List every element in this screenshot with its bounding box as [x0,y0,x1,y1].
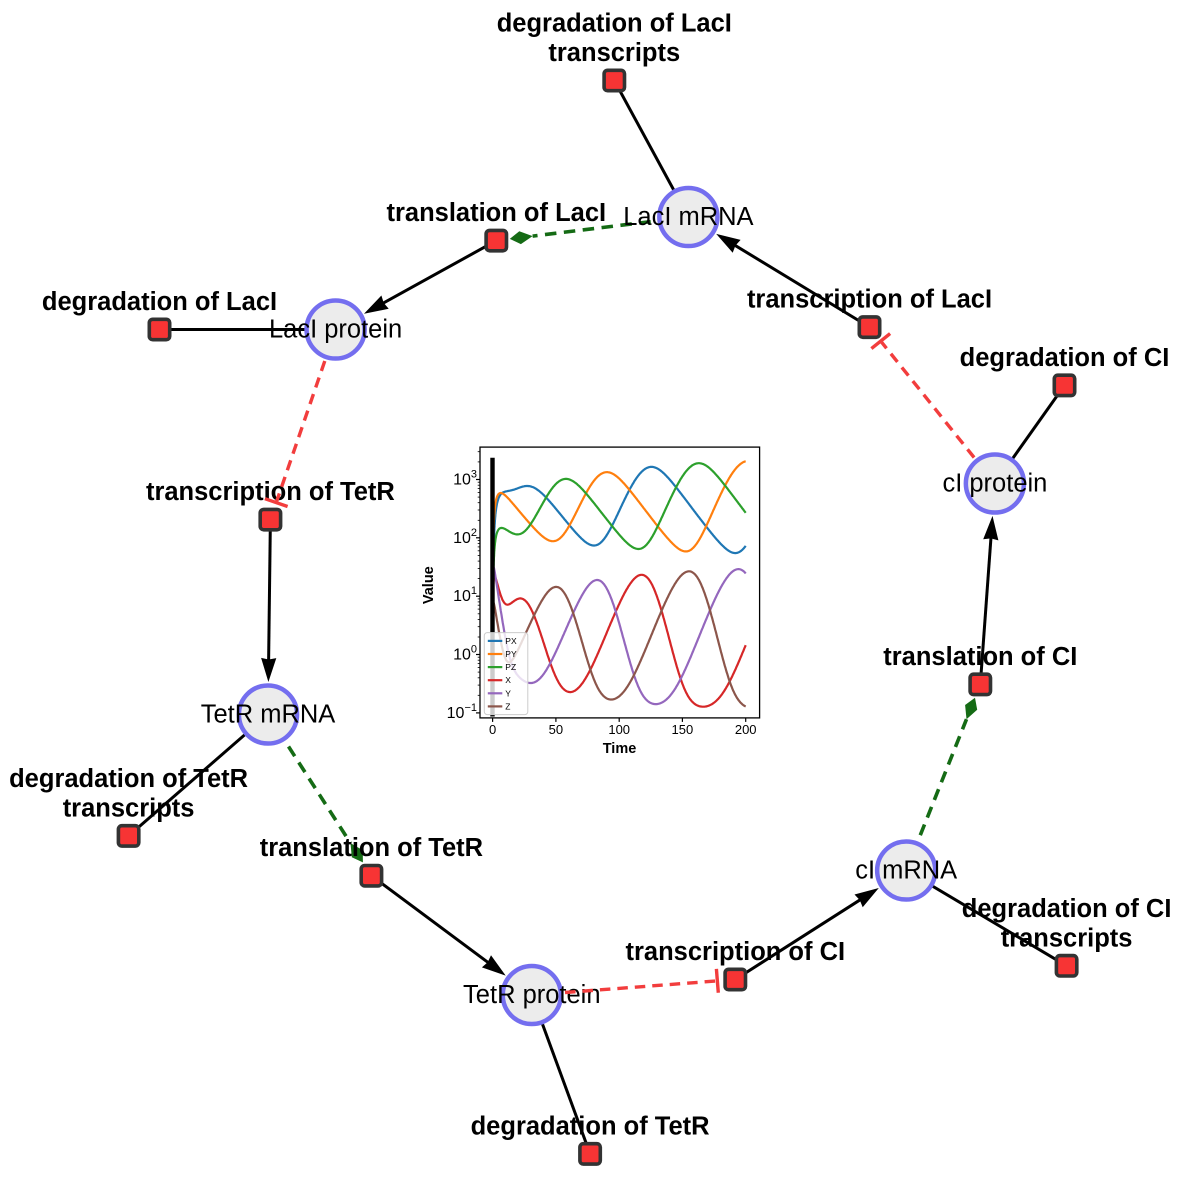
svg-text:PZ: PZ [505,662,516,672]
svg-text:degradation of CI: degradation of CI [960,344,1170,372]
svg-text:degradation of LacI: degradation of LacI [497,10,732,38]
svg-text:Value: Value [421,566,437,604]
svg-text:PY: PY [505,649,517,659]
svg-text:LacI protein: LacI protein [269,316,402,344]
svg-text:Time: Time [603,741,637,757]
svg-text:translation of CI: translation of CI [883,643,1077,671]
svg-text:Z: Z [505,701,510,711]
svg-text:transcripts: transcripts [548,39,680,67]
svg-text:PX: PX [505,636,517,646]
svg-text:LacI mRNA: LacI mRNA [623,203,753,231]
svg-text:50: 50 [549,722,563,737]
svg-text:X: X [505,675,511,685]
svg-text:degradation of CI: degradation of CI [962,895,1172,923]
svg-text:translation of TetR: translation of TetR [260,834,483,862]
svg-text:cI protein: cI protein [942,470,1047,498]
svg-text:TetR protein: TetR protein [463,981,601,1009]
svg-text:0: 0 [489,722,496,737]
svg-text:150: 150 [672,722,694,737]
svg-text:cI mRNA: cI mRNA [855,857,957,885]
svg-text:Y: Y [505,688,511,698]
svg-text:100: 100 [608,722,630,737]
svg-text:transcripts: transcripts [63,794,195,822]
svg-text:degradation of LacI: degradation of LacI [42,288,277,316]
svg-text:TetR mRNA: TetR mRNA [201,701,336,729]
svg-text:transcription of CI: transcription of CI [626,938,846,966]
svg-text:200: 200 [735,722,757,737]
svg-text:degradation of TetR: degradation of TetR [471,1112,710,1140]
svg-text:transcription of LacI: transcription of LacI [747,286,992,314]
svg-text:transcripts: transcripts [1001,924,1133,952]
svg-text:degradation of TetR: degradation of TetR [9,765,248,793]
svg-text:translation of LacI: translation of LacI [386,199,606,227]
